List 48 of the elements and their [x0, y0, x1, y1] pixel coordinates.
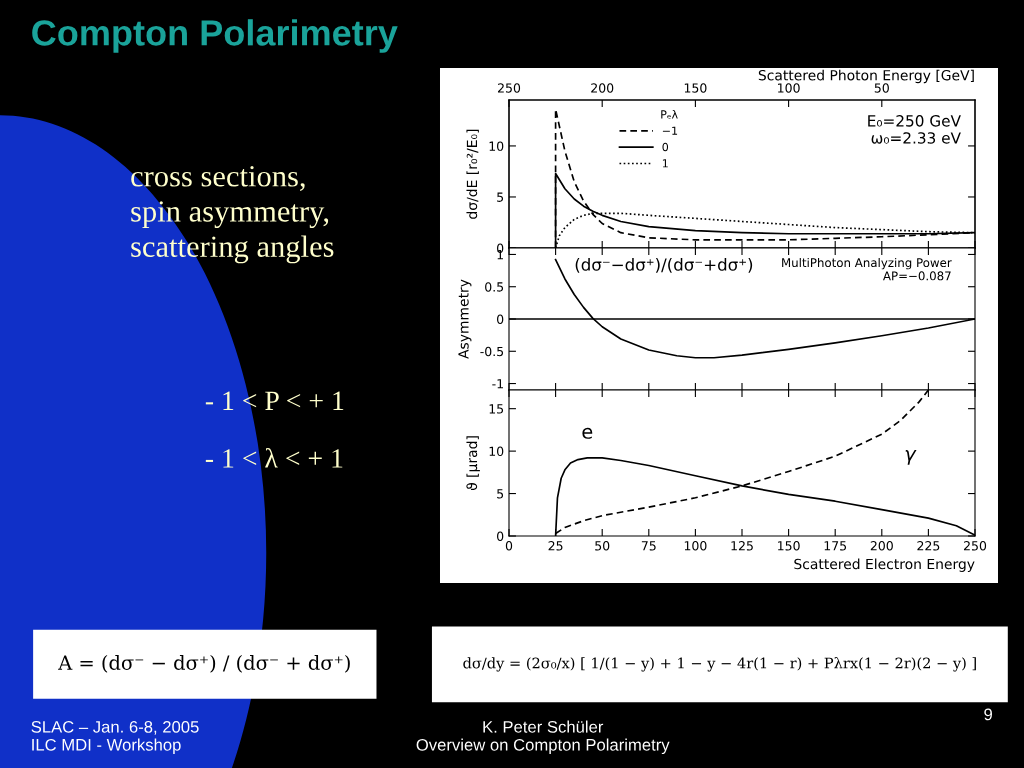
x-tick-label: 225 — [917, 541, 940, 551]
x2-tick-label: 100 — [778, 83, 800, 93]
x2-tick-label: 250 — [497, 83, 521, 93]
x2-tick-label: 200 — [591, 83, 614, 93]
y-tick-label: -1 — [492, 379, 503, 389]
y-tick-label: 0 — [497, 314, 504, 324]
annotation: (dσ⁻−dσ⁺)/(dσ⁻+dσ⁺) — [575, 257, 753, 273]
text: - 1 < λ < + 1 — [205, 447, 343, 468]
x2-tick-label: 150 — [684, 83, 707, 93]
annotation: E₀=250 GeV ω₀=2.33 eV — [868, 115, 961, 144]
x-tick-label: 150 — [778, 541, 800, 551]
text: SLAC – Jan. 6-8, 2005 ILC MDI - Workshop — [31, 720, 199, 755]
series-label: e — [582, 427, 593, 439]
annotation: MultiPhoton Analyzing Power AP=−0.087 — [782, 257, 952, 281]
legend-title: Pₑλ — [661, 110, 678, 119]
legend-label: 0 — [662, 142, 669, 152]
x-tick-label: 100 — [684, 541, 707, 551]
text: dσ/dy = (2σ₀/x) [ 1/(1 − y) + 1 − y − 4r(1 − r) + Pλrx(1 − 2r)(2 − y) ] — [463, 657, 976, 672]
text: 9 — [984, 708, 992, 721]
text: A = (dσ⁻ − dσ⁺) / (dσ⁻ + dσ⁺) — [58, 654, 350, 673]
y-tick-label: 5 — [497, 192, 504, 202]
x-tick-label: 25 — [548, 541, 563, 551]
y-axis-title: dσ/dE [r₀²/E₀] — [466, 129, 479, 219]
legend-label: −1 — [662, 126, 678, 135]
y-tick-label: 0 — [497, 531, 504, 541]
x-tick-label: 50 — [595, 541, 610, 551]
x2-tick-label: 50 — [874, 83, 889, 93]
x-axis-title: Scattered Electron Energy — [794, 558, 975, 572]
x-tick-label: 125 — [731, 541, 753, 551]
legend-label: 1 — [662, 159, 668, 168]
y-axis-title: Asymmetry — [458, 279, 472, 359]
x-tick-label: 175 — [824, 541, 847, 551]
x-tick-label: 75 — [641, 541, 656, 551]
x-tick-label: 0 — [505, 541, 513, 551]
text: Compton Polarimetry — [32, 19, 398, 53]
y-tick-label: 5 — [497, 489, 504, 499]
y-tick-label: 0.5 — [485, 282, 504, 292]
text: - 1 < P < + 1 — [205, 391, 344, 410]
x-tick-label: 250 — [963, 541, 987, 551]
y-tick-label: -0.5 — [480, 346, 504, 357]
y-axis-title: ϑ [μrad] — [466, 436, 480, 491]
y-tick-label: 10 — [489, 446, 504, 457]
y-tick-label: 15 — [489, 404, 504, 414]
x2-axis-title: Scattered Photon Energy [GeV] — [758, 69, 974, 84]
series-label: γ — [905, 450, 917, 465]
y-tick-label: 10 — [489, 141, 504, 151]
text: K. Peter Schüler Overview on Compton Polarimetry — [416, 720, 670, 755]
x-tick-label: 200 — [870, 541, 893, 551]
